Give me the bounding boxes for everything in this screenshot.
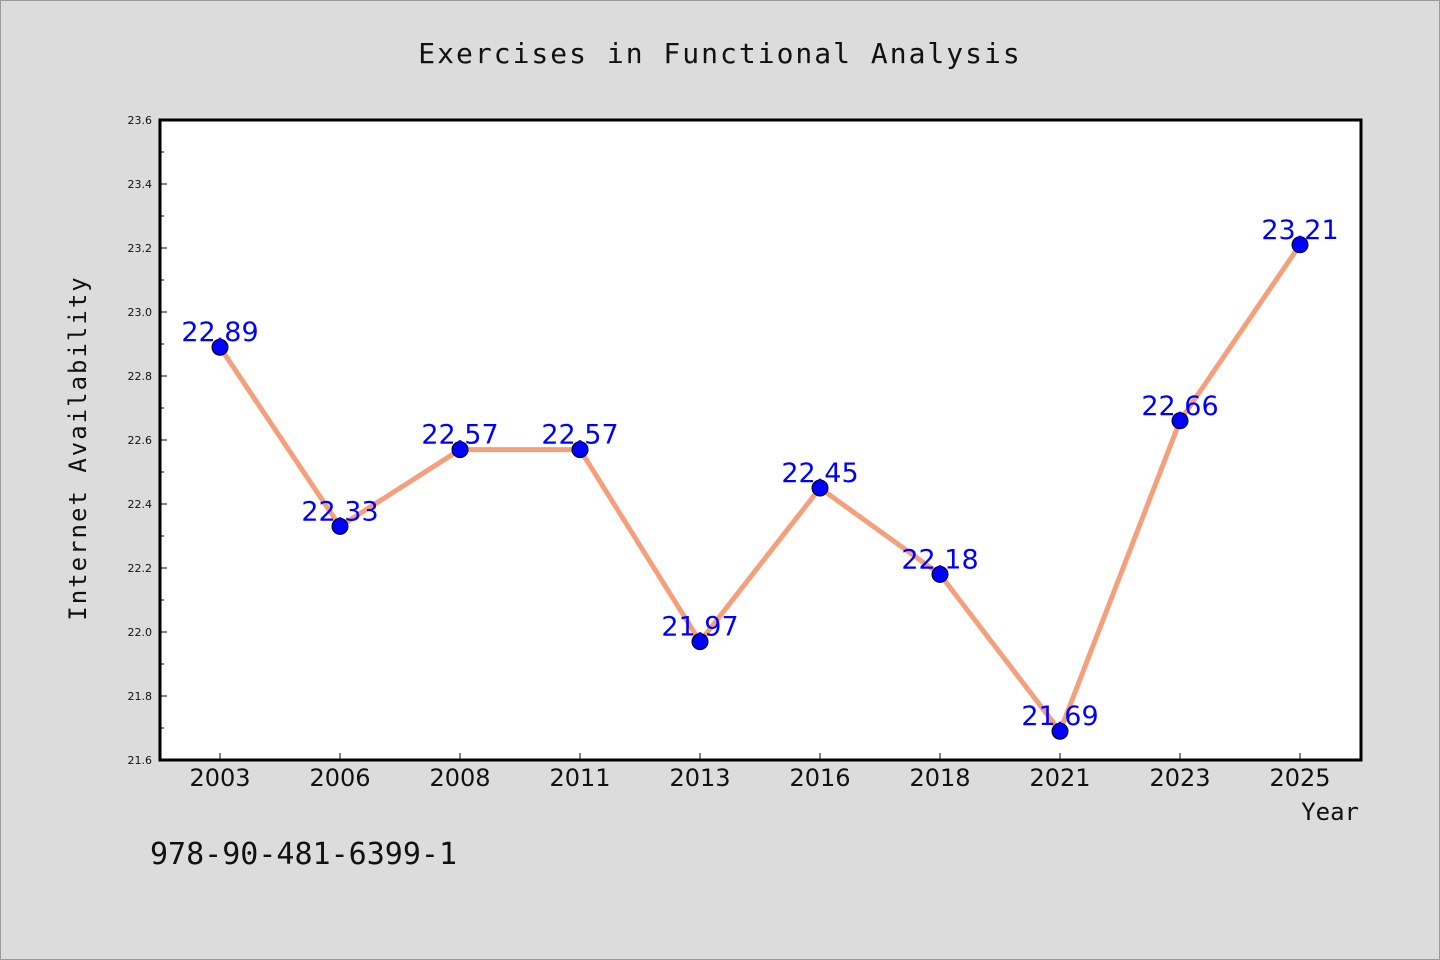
data-point — [1291, 236, 1309, 254]
x-tick-label: 2023 — [1149, 764, 1210, 792]
y-tick-label: 22.0 — [128, 626, 153, 639]
data-label: 22.57 — [421, 420, 498, 451]
x-tick-label: 2016 — [789, 764, 850, 792]
data-point — [931, 565, 949, 583]
data-label: 22.89 — [181, 317, 258, 348]
x-tick-label: 2006 — [309, 764, 370, 792]
data-label: 22.66 — [1141, 391, 1218, 422]
y-tick-label: 22.4 — [128, 498, 153, 511]
data-label: 21.97 — [661, 612, 738, 643]
data-point — [211, 338, 229, 356]
series-line — [217, 242, 1303, 734]
x-tick-label: 2008 — [429, 764, 490, 792]
y-tick-label: 23.0 — [128, 306, 153, 319]
series-line-group: 22.89 22.33 22.57 22.57 21.97 22.45 22.18 21.69… — [181, 215, 1339, 740]
x-axis-ticks: 2003 2006 2008 2011 2013 2016 2018 2021 2023 2025 — [189, 753, 1331, 792]
data-point — [691, 633, 709, 651]
y-axis-label: Internet Availability — [64, 275, 92, 620]
data-label: 22.33 — [301, 496, 378, 527]
data-label: 23.21 — [1261, 215, 1338, 246]
y-tick-label: 21.6 — [128, 754, 153, 767]
y-tick-label: 22.8 — [128, 370, 153, 383]
plot-area — [158, 118, 1363, 762]
data-label: 22.18 — [901, 544, 978, 575]
chart-title: Exercises in Functional Analysis — [418, 37, 1021, 70]
x-tick-label: 2018 — [909, 764, 970, 792]
y-tick-label: 23.6 — [128, 114, 153, 127]
data-point — [811, 479, 829, 497]
x-tick-label: 2013 — [669, 764, 730, 792]
data-point — [451, 441, 469, 459]
data-label: 22.57 — [541, 420, 618, 451]
data-point — [1171, 412, 1189, 430]
data-point — [571, 441, 589, 459]
footer-isbn: 978-90-481-6399-1 — [150, 837, 457, 872]
y-tick-label: 23.2 — [128, 242, 153, 255]
y-tick-label: 22.2 — [128, 562, 153, 575]
y-tick-label: 21.8 — [128, 690, 153, 703]
x-tick-label: 2025 — [1269, 764, 1330, 792]
data-point — [1051, 722, 1069, 740]
y-axis-ticks: 21.6 21.8 22.0 22.2 22.4 22.6 22.8 23.0 23.2 23.4… — [128, 114, 167, 767]
x-tick-label: 2021 — [1029, 764, 1090, 792]
y-tick-label: 23.4 — [128, 178, 153, 191]
data-point — [331, 517, 349, 535]
data-label: 21.69 — [1021, 701, 1098, 732]
x-tick-label: 2011 — [549, 764, 610, 792]
y-tick-label: 22.6 — [128, 434, 153, 447]
data-label: 22.45 — [781, 458, 858, 489]
x-axis-label: Year — [1301, 798, 1359, 826]
x-tick-label: 2003 — [189, 764, 250, 792]
